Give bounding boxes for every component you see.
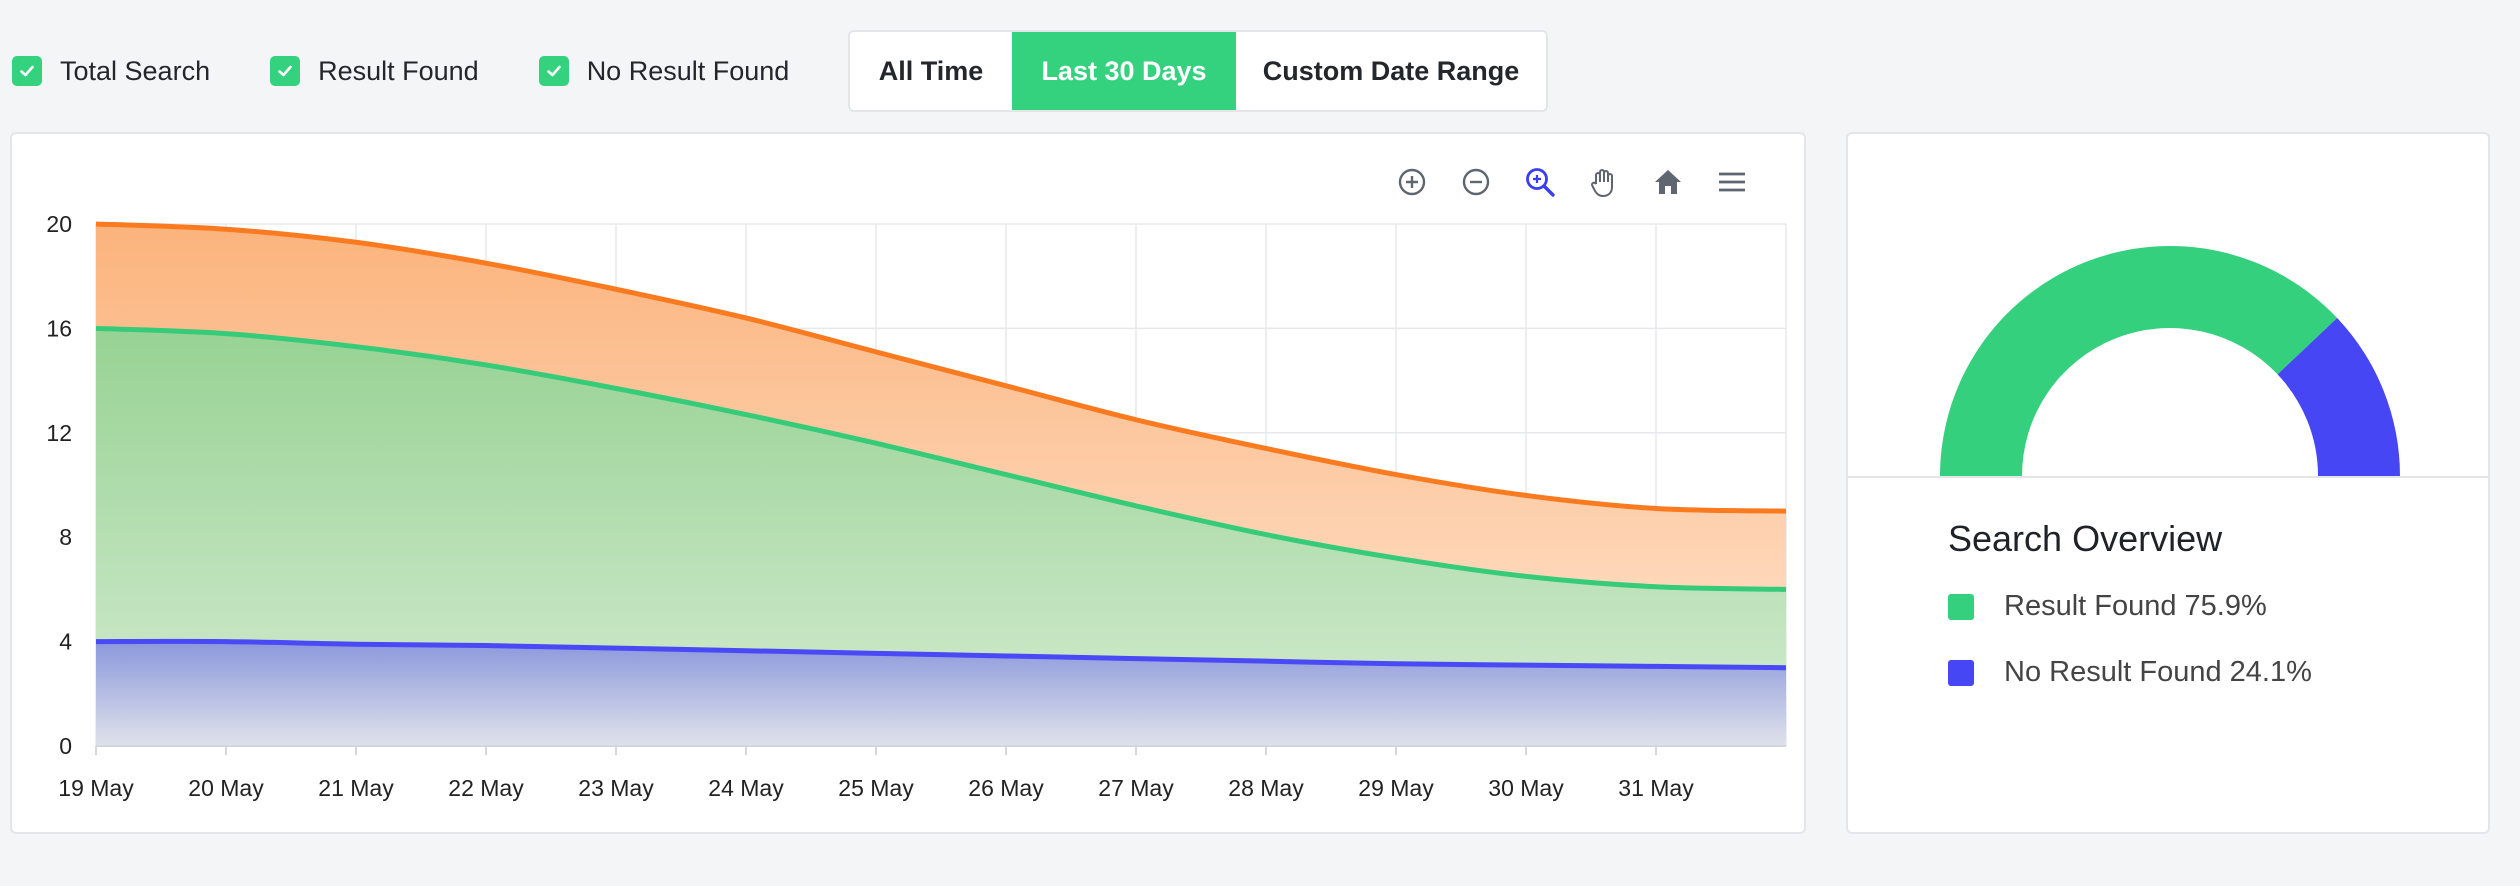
divider — [1848, 476, 2488, 478]
x-tick-label: 19 May — [58, 775, 134, 801]
filter-label: No Result Found — [586, 55, 790, 86]
legend-item-result-found[interactable]: Result Found 75.9% — [1948, 590, 2267, 623]
area-no-result-found — [96, 641, 1786, 746]
x-tick-label: 28 May — [1228, 775, 1304, 801]
zoom-in-icon[interactable] — [1380, 160, 1444, 204]
legend-label: No Result Found 24.1% — [2004, 656, 2312, 688]
area-result-found — [96, 328, 1786, 746]
legend-label: Result Found 75.9% — [2004, 590, 2267, 622]
y-tick-label: 0 — [59, 733, 72, 759]
slice-no-result-found — [2277, 318, 2400, 476]
series-line-total-search — [95, 221, 1787, 514]
x-tick-label: 21 May — [318, 775, 394, 801]
semi-donut-chart — [1940, 246, 2400, 476]
chart-toolbar — [1380, 160, 1764, 204]
x-tick-label: 24 May — [708, 775, 784, 801]
filter-result-found[interactable]: Result Found — [270, 56, 479, 87]
home-icon[interactable] — [1636, 160, 1700, 204]
area-chart: 19 May 20 May 21 May 22 May 23 May 24 May 25 M… — [46, 211, 1787, 801]
legend-swatch — [1948, 593, 1974, 620]
filter-no-result-found[interactable]: No Result Found — [538, 55, 790, 87]
check-icon[interactable] — [538, 56, 569, 86]
x-tick-label: 25 May — [838, 775, 914, 801]
legend-swatch — [1948, 659, 1974, 686]
search-overview-card: Search Overview Result Found 75.9% No Re… — [1846, 132, 2490, 834]
x-tick-label: 31 May — [1618, 775, 1694, 801]
range-custom-date-button[interactable]: Custom Date Range — [1236, 32, 1546, 110]
filter-total-search[interactable]: Total Search — [12, 56, 210, 87]
x-tick-label: 22 May — [448, 775, 524, 801]
series-line-no-result-found — [95, 638, 1787, 671]
legend-item-no-result-found[interactable]: No Result Found 24.1% — [1948, 656, 2312, 689]
check-icon[interactable] — [12, 56, 42, 86]
check-icon[interactable] — [270, 56, 301, 86]
date-range-group: All Time Last 30 Days Custom Date Range — [848, 30, 1548, 112]
x-tick-label: 26 May — [968, 775, 1044, 801]
range-last-30-days-button[interactable]: Last 30 Days — [1012, 32, 1236, 110]
area-chart-card: 19 May 20 May 21 May 22 May 23 May 24 May 25 M… — [10, 132, 1806, 834]
x-tick-label: 20 May — [188, 775, 264, 801]
menu-icon[interactable] — [1700, 160, 1764, 204]
filter-label: Total Search — [60, 55, 211, 86]
range-all-time-button[interactable]: All Time — [850, 32, 1012, 110]
y-tick-label: 16 — [46, 315, 72, 341]
x-tick-label: 27 May — [1098, 775, 1174, 801]
pan-icon[interactable] — [1572, 160, 1636, 204]
x-tick-label: 29 May — [1358, 775, 1434, 801]
slice-result-found — [1940, 246, 2338, 476]
series-filters: Total Search Result Found No Result Foun… — [12, 30, 849, 112]
y-tick-label: 20 — [46, 211, 72, 237]
y-tick-label: 8 — [59, 524, 72, 550]
y-tick-label: 4 — [59, 629, 72, 655]
selection-zoom-icon[interactable] — [1508, 160, 1572, 204]
x-tick-label: 30 May — [1488, 775, 1564, 801]
y-tick-label: 12 — [46, 420, 72, 446]
x-tick-label: 23 May — [578, 775, 654, 801]
filter-label: Result Found — [318, 55, 479, 86]
series-line-result-found — [95, 325, 1787, 592]
overview-title: Search Overview — [1948, 518, 2223, 559]
zoom-out-icon[interactable] — [1444, 160, 1508, 204]
